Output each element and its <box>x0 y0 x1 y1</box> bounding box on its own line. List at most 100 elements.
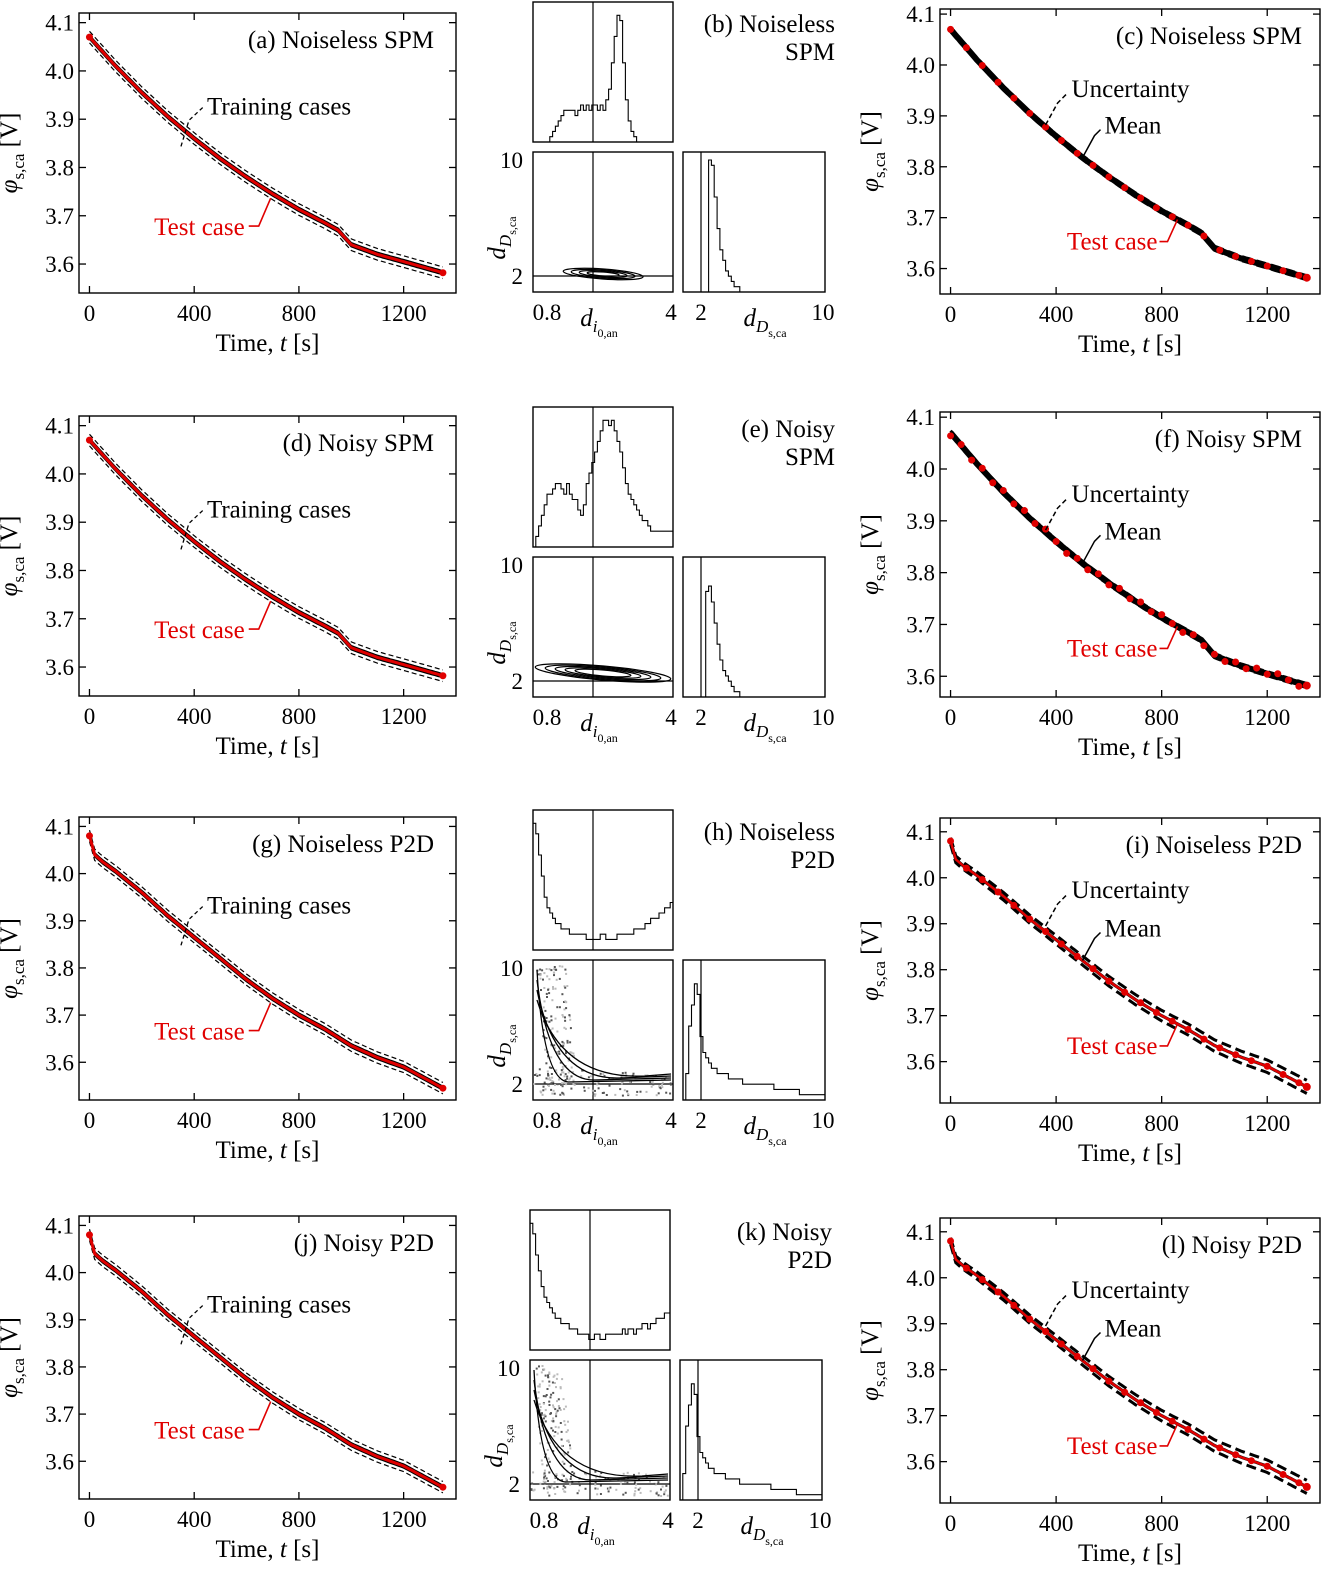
posterior-sample <box>548 968 551 971</box>
posterior-contour <box>534 663 672 683</box>
posterior-sample <box>594 1487 597 1490</box>
test-case-point <box>1184 1425 1192 1433</box>
posterior-sample <box>560 1083 562 1086</box>
x-tick-label: 800 <box>1144 1511 1179 1536</box>
posterior-sample <box>536 1074 539 1077</box>
training-upper-dashed <box>88 830 444 1084</box>
test-case-point <box>1158 611 1166 619</box>
y-tick-label: 2 <box>512 264 524 289</box>
training-cases-label: Training cases <box>207 496 351 523</box>
posterior-sample <box>551 999 554 1002</box>
posterior-sample <box>563 1026 566 1029</box>
y-tick-label: 2 <box>512 1072 524 1097</box>
posterior-sample <box>570 1475 572 1478</box>
posterior-sample <box>558 977 561 980</box>
test-case-point <box>1105 581 1113 589</box>
y-tick-label: 3.6 <box>45 1050 74 1075</box>
posterior-sample <box>569 1027 572 1030</box>
posterior-sample <box>637 1472 640 1475</box>
posterior-sample <box>564 1073 567 1076</box>
posterior-sample <box>566 1439 569 1442</box>
posterior-sample <box>544 1474 547 1477</box>
posterior-sample <box>564 1027 567 1030</box>
x-tick-label: 0 <box>84 1507 96 1532</box>
posterior-sample <box>563 1462 566 1465</box>
uncertainty-label: Uncertainty <box>1072 481 1191 508</box>
posterior-sample <box>564 1016 566 1019</box>
posterior-sample <box>557 1398 560 1401</box>
training-lower-dashed <box>88 1240 444 1494</box>
posterior-sample <box>562 1068 565 1071</box>
y-tick-label: 3.9 <box>45 909 74 934</box>
training-band-upper <box>88 34 444 272</box>
test-case-label: Test case <box>1067 1433 1158 1460</box>
test-case-line <box>949 1240 1308 1489</box>
posterior-sample <box>607 1490 610 1493</box>
posterior-sample <box>663 1493 666 1496</box>
plot-frame <box>78 12 457 294</box>
posterior-sample <box>562 1485 565 1488</box>
posterior-sample <box>649 1081 652 1083</box>
posterior-sample <box>538 1365 540 1368</box>
posterior-sample <box>663 1078 666 1081</box>
x-tick-label: 2 <box>695 705 707 730</box>
posterior-sample <box>540 1459 543 1462</box>
training-lower-dashed <box>89 445 444 683</box>
posterior-sample <box>544 1456 547 1459</box>
test-case-point <box>1200 642 1208 650</box>
posterior-sample <box>621 1072 624 1075</box>
test-case-start-dot <box>85 436 93 444</box>
posterior-sample <box>544 1409 547 1412</box>
x-tick-label: 0.8 <box>530 1508 559 1533</box>
posterior-sample <box>556 1083 559 1086</box>
y-axis-label: dDs,ca <box>481 1424 516 1468</box>
uncertainty-label: Uncertainty <box>1072 877 1191 904</box>
x-tick-label: 400 <box>177 704 212 729</box>
test-case-point <box>1026 1315 1034 1323</box>
posterior-sample <box>571 1471 574 1473</box>
y-tick-label: 3.9 <box>906 1312 935 1337</box>
posterior-sample <box>564 1423 567 1426</box>
test-case-point <box>1263 1062 1271 1070</box>
posterior-sample <box>621 1094 624 1097</box>
posterior-sample <box>653 1482 656 1485</box>
posterior-contour <box>578 269 628 279</box>
y-tick-label: 3.9 <box>906 104 935 129</box>
posterior-sample <box>542 1035 545 1038</box>
posterior-sample <box>533 1083 536 1085</box>
y-axis-label: dDs,ca <box>484 1024 519 1068</box>
posterior-sample <box>561 1378 564 1381</box>
posterior-sample <box>624 1480 627 1483</box>
posterior-sample <box>552 1391 555 1394</box>
test-case-leader <box>248 1401 272 1431</box>
y-tick-label: 4.1 <box>906 405 935 430</box>
training-cases-label: Training cases <box>207 1291 351 1318</box>
test-case-point <box>1073 952 1081 960</box>
posterior-sample <box>544 1009 547 1012</box>
posterior-sample <box>562 1092 565 1095</box>
posterior-sample <box>563 1075 566 1078</box>
posterior-sample <box>550 1067 553 1069</box>
posterior-sample <box>661 1485 664 1488</box>
posterior-sample <box>539 968 542 971</box>
test-case-point <box>968 456 976 464</box>
posterior-sample <box>548 1441 551 1444</box>
posterior-sample <box>563 1420 566 1423</box>
posterior-sample <box>539 1442 542 1445</box>
posterior-sample <box>569 1483 572 1486</box>
test-case-point <box>962 864 970 872</box>
posterior-sample <box>544 1480 547 1483</box>
test-case-line <box>88 439 444 678</box>
test-case-point <box>1221 658 1229 666</box>
scatter-frame <box>532 556 674 698</box>
x-axis-label: Time, t [s] <box>1078 1140 1182 1167</box>
posterior-sample <box>542 1480 545 1483</box>
posterior-sample <box>567 1441 570 1444</box>
panel-title: (j) Noisy P2D <box>294 1230 434 1257</box>
y-tick-label: 4.1 <box>45 1213 74 1238</box>
y-tick-label: 4.1 <box>45 11 74 36</box>
hist-top-frame <box>532 406 674 548</box>
posterior-sample <box>599 1474 602 1477</box>
x-tick-label: 1200 <box>381 704 427 729</box>
panel-e: 0.8 4 10 2 2 10 di0,an dDs,ca dDs,ca (e) Noisy SPM <box>484 406 835 745</box>
